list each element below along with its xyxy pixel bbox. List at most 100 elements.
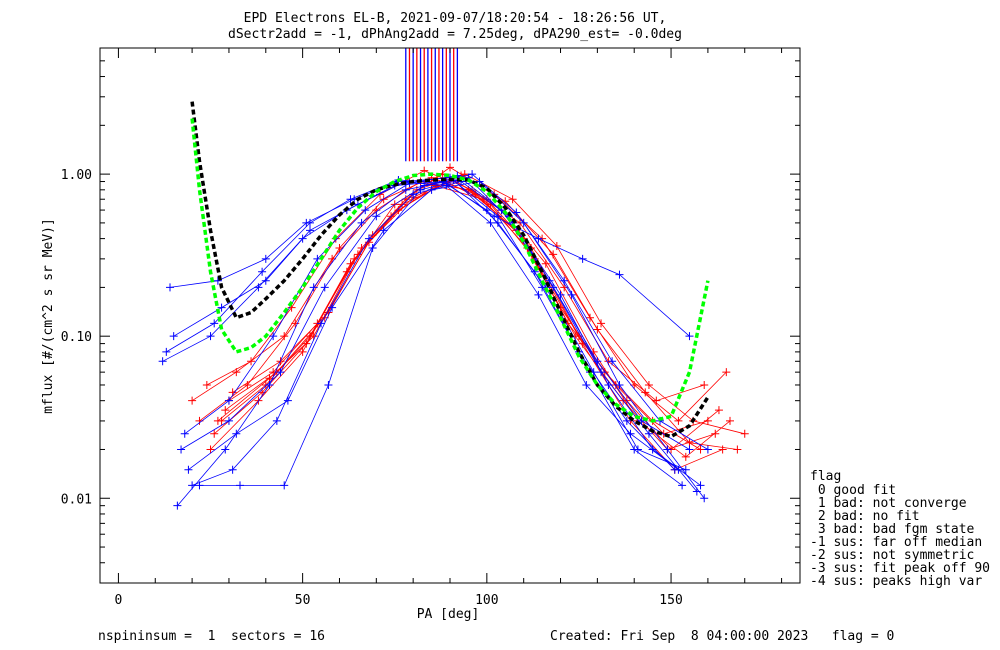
data-point bbox=[534, 290, 543, 299]
data-point bbox=[493, 218, 502, 227]
chart-title-line2: dSectr2add = -1, dPhAng2add = 7.25deg, d… bbox=[228, 27, 682, 42]
data-point bbox=[519, 218, 528, 227]
data-point bbox=[195, 481, 204, 490]
data-point bbox=[162, 347, 171, 356]
series-line bbox=[188, 181, 705, 499]
data-point bbox=[663, 445, 672, 454]
data-point bbox=[177, 445, 186, 454]
data-point bbox=[291, 319, 300, 328]
data-point bbox=[258, 267, 267, 276]
data-point bbox=[460, 170, 469, 179]
data-point bbox=[648, 445, 657, 454]
data-point bbox=[317, 319, 326, 328]
data-point bbox=[446, 163, 454, 172]
data-point bbox=[169, 332, 178, 341]
data-point bbox=[346, 195, 355, 204]
series-line bbox=[228, 166, 727, 422]
data-point bbox=[696, 481, 705, 490]
data-point bbox=[427, 185, 436, 194]
data-point bbox=[202, 380, 211, 389]
data-point bbox=[228, 465, 237, 474]
data-point bbox=[379, 226, 388, 235]
series-line bbox=[184, 175, 690, 450]
data-point bbox=[224, 416, 233, 425]
data-point bbox=[173, 501, 182, 510]
data-point bbox=[597, 319, 606, 328]
data-point bbox=[685, 438, 694, 447]
y-axis-label: mflux [#/(cm^2 s sr MeV)] bbox=[41, 218, 56, 414]
data-point bbox=[633, 445, 642, 454]
axes: 0 50 100 150 0.01 0.10 1.00 bbox=[61, 47, 800, 608]
data-point bbox=[272, 416, 281, 425]
data-point bbox=[166, 283, 174, 292]
data-point bbox=[213, 416, 222, 425]
data-point bbox=[158, 357, 167, 366]
data-point bbox=[236, 481, 244, 490]
data-point bbox=[674, 416, 683, 425]
footer-left: nspininsum = 1 sectors = 16 bbox=[98, 629, 325, 644]
series-line bbox=[191, 181, 698, 492]
data-point bbox=[306, 218, 314, 227]
data-point bbox=[722, 368, 731, 377]
y-tick-label: 0.10 bbox=[61, 330, 92, 345]
data-point bbox=[188, 481, 197, 490]
y-tick-label: 1.00 bbox=[61, 168, 92, 183]
data-point bbox=[335, 244, 344, 253]
data-point bbox=[567, 290, 576, 299]
x-axis-label: PA [deg] bbox=[417, 607, 480, 622]
data-point bbox=[269, 332, 278, 341]
series-line bbox=[199, 177, 701, 486]
data-point bbox=[184, 465, 193, 474]
data-point bbox=[501, 197, 510, 206]
data-point bbox=[324, 380, 333, 389]
legend-item: -1 sus: far off median bbox=[810, 535, 982, 550]
legend-item: 1 bad: not converge bbox=[810, 496, 967, 511]
data-point bbox=[420, 181, 429, 190]
data-point bbox=[556, 290, 565, 299]
data-point bbox=[678, 481, 687, 490]
data-point bbox=[541, 259, 550, 268]
data-point bbox=[180, 429, 189, 438]
data-point bbox=[320, 283, 329, 292]
x-tick-label: 100 bbox=[475, 593, 498, 608]
data-point bbox=[475, 177, 484, 186]
y-tick-label: 0.01 bbox=[61, 492, 92, 507]
data-point bbox=[468, 170, 477, 179]
data-point bbox=[247, 357, 256, 366]
data-point bbox=[608, 357, 617, 366]
series-line bbox=[177, 179, 686, 506]
flag-legend: flag 0 good fit 1 bad: not converge 2 ba… bbox=[810, 469, 990, 589]
data-point bbox=[221, 445, 230, 454]
data-point bbox=[512, 208, 521, 217]
legend-item: -2 sus: not symmetric bbox=[810, 548, 974, 563]
data-point bbox=[696, 445, 705, 454]
legend-item: -3 sus: fit peak off 90 bbox=[810, 561, 990, 576]
data-point bbox=[685, 332, 694, 341]
data-point bbox=[681, 452, 690, 461]
chart-title-line1: EPD Electrons EL-B, 2021-09-07/18:20:54 … bbox=[244, 11, 667, 26]
series-line bbox=[162, 181, 675, 470]
data-point bbox=[740, 429, 749, 438]
x-tick-label: 0 bbox=[115, 593, 123, 608]
data-point bbox=[597, 368, 606, 377]
series-line bbox=[206, 170, 705, 402]
data-point bbox=[261, 254, 270, 263]
data-point bbox=[224, 396, 233, 405]
data-point bbox=[280, 481, 289, 490]
footer-right: Created: Fri Sep 8 04:00:00 2023 flag = … bbox=[550, 629, 894, 644]
data-point bbox=[298, 347, 307, 356]
data-point bbox=[232, 429, 241, 438]
data-point bbox=[309, 283, 318, 292]
data-point bbox=[615, 380, 624, 389]
data-point bbox=[549, 250, 558, 259]
data-point bbox=[213, 276, 222, 285]
data-point bbox=[700, 494, 709, 503]
data-point bbox=[718, 445, 727, 454]
data-point bbox=[615, 270, 624, 279]
data-point bbox=[586, 313, 594, 322]
data-point bbox=[217, 303, 226, 312]
data-point bbox=[641, 388, 650, 397]
data-point bbox=[210, 319, 219, 328]
data-point bbox=[604, 380, 613, 389]
